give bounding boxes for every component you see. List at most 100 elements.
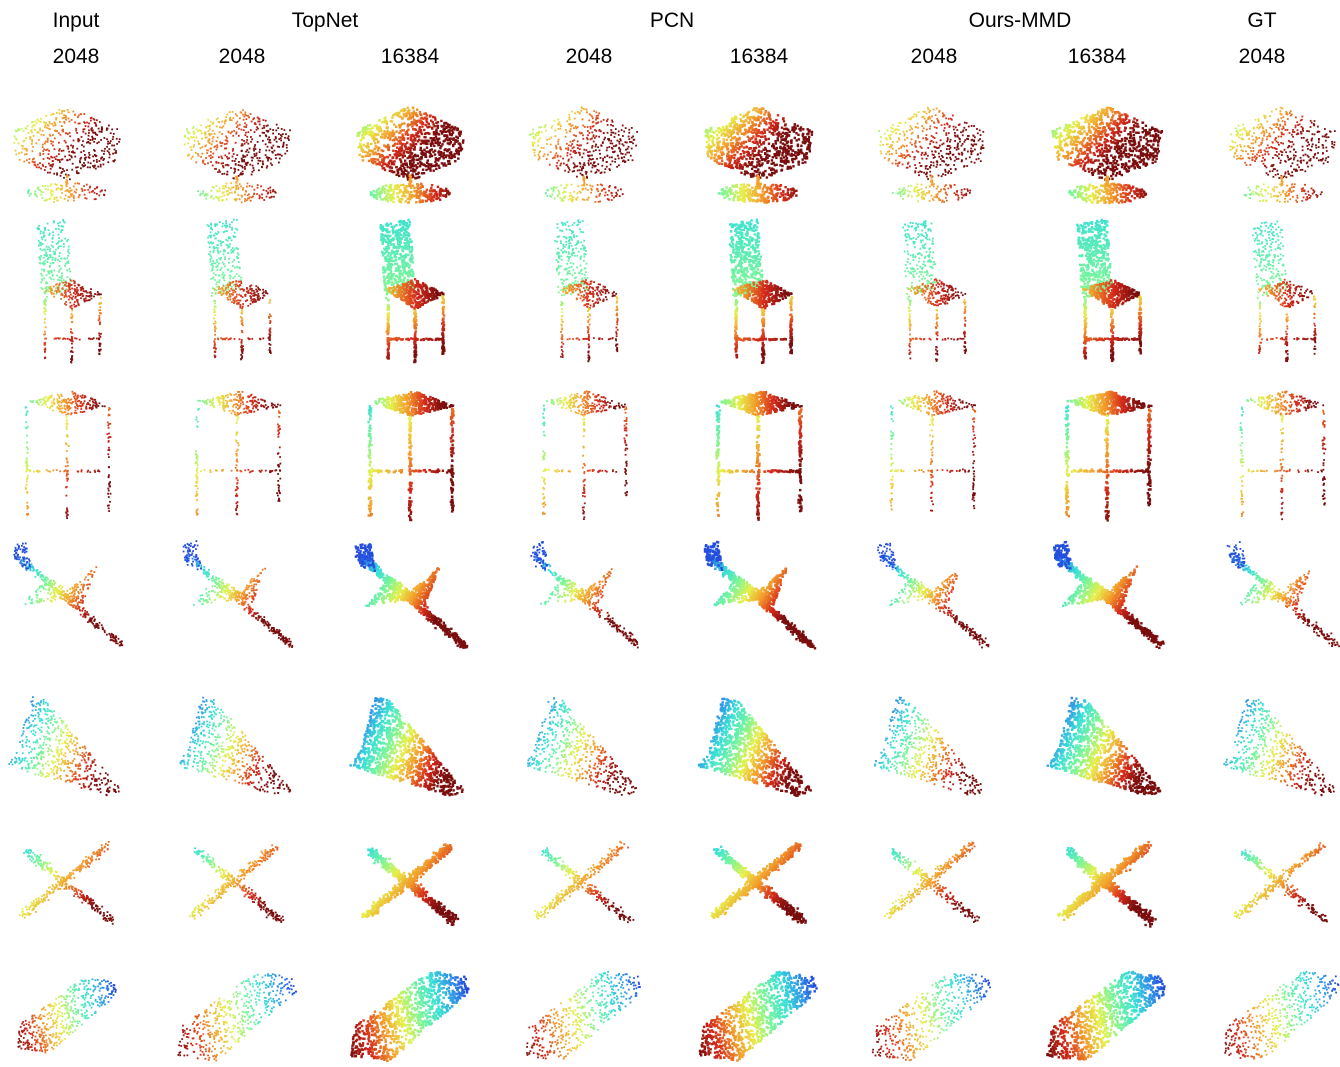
point [457, 128, 459, 130]
point [772, 134, 774, 136]
point [568, 123, 570, 125]
point [935, 114, 937, 116]
point [62, 131, 64, 133]
point [394, 185, 396, 187]
point [590, 138, 592, 140]
point [576, 144, 578, 146]
point [615, 186, 617, 188]
point [717, 156, 719, 158]
point [750, 116, 752, 118]
point [43, 158, 45, 160]
point [422, 200, 424, 202]
point [229, 192, 231, 194]
point [596, 158, 598, 160]
point [213, 136, 215, 138]
point [609, 169, 611, 171]
point [742, 189, 744, 191]
point [773, 188, 775, 190]
point [69, 187, 71, 189]
point [936, 162, 938, 164]
point [573, 127, 575, 129]
point [948, 164, 950, 166]
point [747, 122, 749, 124]
point [933, 162, 935, 164]
point [47, 141, 49, 143]
point [754, 166, 756, 168]
point [370, 194, 372, 196]
point [597, 184, 599, 186]
point [209, 128, 211, 130]
point [635, 145, 637, 147]
point [907, 196, 909, 198]
point [63, 150, 65, 152]
point [431, 196, 433, 198]
point [393, 197, 395, 199]
point [891, 153, 893, 155]
point [272, 145, 274, 147]
point [77, 116, 79, 118]
point [579, 148, 581, 150]
point [930, 161, 932, 163]
point [88, 126, 90, 128]
point [239, 117, 241, 119]
point [583, 178, 585, 180]
point [742, 193, 744, 195]
point [225, 116, 227, 118]
point [410, 191, 412, 193]
point [904, 191, 906, 193]
point [63, 177, 65, 179]
point [50, 114, 52, 116]
point [880, 136, 882, 138]
point [247, 198, 249, 200]
point [779, 164, 781, 166]
point [888, 160, 890, 162]
point [924, 193, 926, 195]
point [574, 164, 576, 166]
point [587, 189, 589, 191]
point [554, 187, 556, 189]
point [1073, 161, 1075, 163]
point [420, 186, 422, 188]
point [575, 126, 577, 128]
point [574, 118, 576, 120]
point [262, 132, 264, 134]
point [590, 128, 592, 130]
point [47, 189, 49, 191]
point [52, 145, 54, 147]
point [582, 199, 584, 201]
point [399, 189, 401, 191]
point [425, 132, 427, 134]
point [242, 155, 244, 157]
point [579, 154, 581, 156]
point [288, 139, 290, 141]
point [243, 159, 245, 161]
point [381, 198, 383, 200]
point [619, 150, 621, 152]
point [73, 196, 75, 198]
point [571, 111, 573, 113]
point [596, 112, 598, 114]
point [541, 147, 543, 149]
point [756, 107, 758, 109]
point [446, 136, 448, 138]
point [247, 183, 249, 185]
point [396, 138, 398, 140]
point [593, 134, 595, 136]
point [593, 141, 595, 143]
point [797, 161, 799, 163]
point [772, 143, 774, 145]
point [440, 120, 442, 122]
point [267, 146, 269, 148]
point [739, 124, 741, 126]
point [933, 186, 935, 188]
point [939, 145, 941, 147]
point [253, 193, 255, 195]
point [894, 130, 896, 132]
point [946, 200, 948, 202]
point [751, 187, 753, 189]
point [194, 140, 196, 142]
point [79, 123, 81, 125]
point [197, 130, 199, 132]
point [751, 161, 753, 163]
point [83, 162, 85, 164]
